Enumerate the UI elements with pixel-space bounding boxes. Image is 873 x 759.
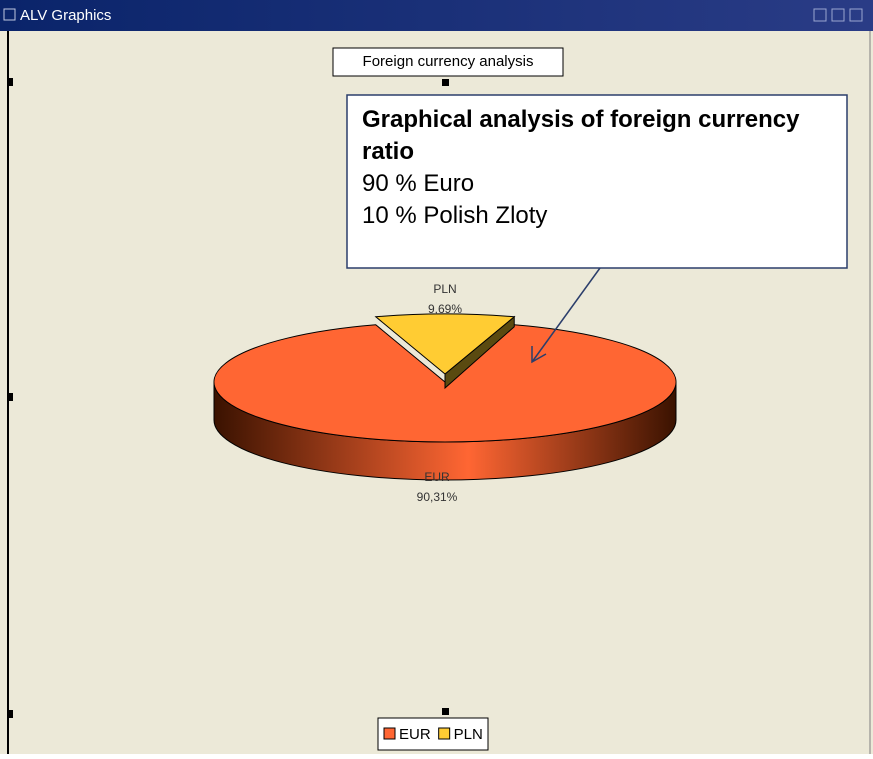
callout-text: Graphical analysis of foreign currency r… [362, 106, 800, 229]
legend-label: EUR [399, 726, 431, 743]
pie-slice [374, 313, 516, 375]
minimize-button[interactable] [813, 8, 827, 22]
close-button[interactable] [849, 8, 863, 22]
window-buttons [813, 8, 863, 22]
slice-value-label: 90,31% [417, 490, 458, 504]
maximize-button[interactable] [831, 8, 845, 22]
legend-swatch [438, 727, 451, 740]
callout-line: 90 % Euro [362, 170, 475, 197]
pie: EUR 90,31% PLN 9,69% [213, 282, 677, 504]
handles [7, 78, 449, 718]
legend: EUR PLN [383, 726, 483, 743]
callout-title: Graphical analysis of foreign currency r… [362, 106, 800, 165]
callout-line: 10 % Polish Zloty [362, 202, 548, 229]
callout-arrowhead [531, 346, 547, 364]
chart-title-box [332, 47, 564, 77]
window-title: ALV Graphics [20, 7, 111, 24]
legend-label: PLN [454, 726, 483, 743]
window-icon [3, 8, 16, 21]
legend-box [377, 717, 489, 751]
slice-label: PLN [433, 282, 456, 296]
chart-title: Foreign currency analysis [363, 53, 534, 70]
slice-label: EUR [424, 470, 450, 484]
callout-arrow [531, 267, 601, 363]
slice-value-label: 9,69% [428, 302, 462, 316]
title-bar [0, 0, 873, 31]
legend-swatch [383, 727, 396, 740]
callout-box [346, 94, 848, 269]
